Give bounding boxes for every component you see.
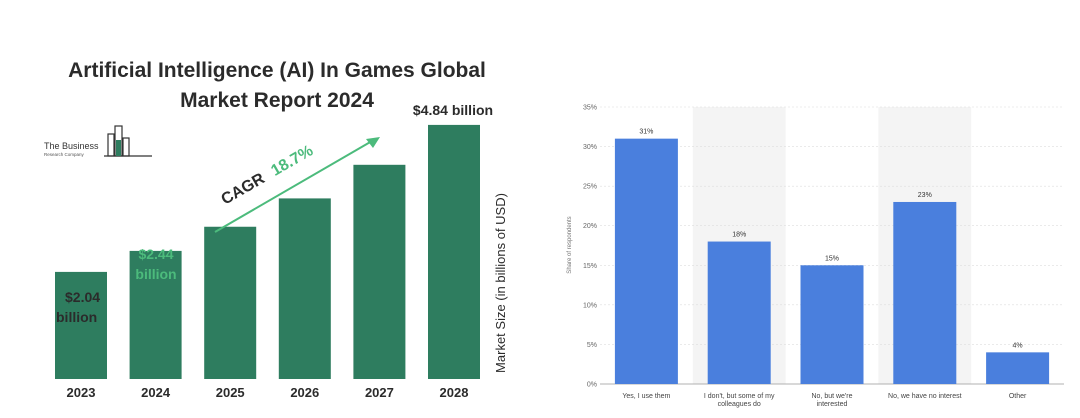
- value-label-2028: $4.84 billion: [413, 102, 493, 118]
- logo-accent-icon: [116, 140, 121, 156]
- bar-2024: [129, 250, 182, 379]
- category-label: Other: [1009, 393, 1027, 400]
- value-label-2023-line1: $2.04: [65, 289, 100, 305]
- right-category-labels: Yes, I use them I don't, but some of myco…: [622, 393, 1027, 408]
- logo-text-line1: The Business: [44, 141, 99, 151]
- ai-games-market-chart: Artificial Intelligence (AI) In Games Gl…: [44, 59, 508, 400]
- respondent-share-chart: 0% 5% 10% 15% 20% 25% 30% 35% 31% 18% 15% 23% 4% Ye…: [540, 0, 1080, 418]
- right-value-labels: 31% 18% 15% 23% 4%: [639, 129, 1022, 350]
- value-label-2024-line1: $2.44: [138, 246, 173, 262]
- respondent-bar: [614, 138, 678, 384]
- value-label: 4%: [1013, 342, 1023, 349]
- category-label-2024: 2024: [141, 385, 171, 400]
- bar-2023: [55, 271, 107, 379]
- y-tick-label: 5%: [587, 342, 597, 349]
- bar-2025: [204, 226, 257, 379]
- category-label-2027: 2027: [365, 385, 394, 400]
- cagr-prefix: CAGR: [219, 170, 269, 208]
- logo-buildings-icon: [104, 125, 152, 157]
- category-label: colleagues do: [718, 401, 761, 408]
- bar-2027: [353, 164, 406, 379]
- y-tick-label: 35%: [583, 105, 597, 112]
- left-bars: [55, 124, 480, 380]
- cagr-value: 18.7%: [268, 142, 316, 179]
- right-chart-svg: 0% 5% 10% 15% 20% 25% 30% 35% 31% 18% 15% 23% 4% Ye…: [567, 105, 1064, 408]
- right-bars: [614, 138, 1050, 384]
- respondent-bar: [893, 201, 957, 384]
- left-category-labels: 2023 2024 2025 2026 2027 2028: [67, 385, 469, 400]
- value-label: 18%: [732, 232, 746, 239]
- y-tick-label: 10%: [583, 302, 597, 309]
- left-chart-title-line2: Market Report 2024: [180, 89, 374, 112]
- category-label-2025: 2025: [216, 385, 245, 400]
- y-tick-label: 15%: [583, 263, 597, 270]
- y-tick-label: 20%: [583, 223, 597, 230]
- category-label: Yes, I use them: [622, 393, 670, 400]
- category-label: No, we have no interest: [888, 393, 962, 400]
- bar-2028: [428, 124, 480, 380]
- brand-logo: The Business Research Company: [44, 125, 152, 157]
- category-label-2026: 2026: [290, 385, 319, 400]
- y-tick-label: 25%: [583, 184, 597, 191]
- value-label-2024-line2: billion: [135, 266, 176, 282]
- left-y-axis-label: Market Size (in billions of USD): [493, 193, 508, 373]
- category-label: interested: [817, 401, 848, 408]
- respondent-bar: [707, 241, 771, 384]
- category-label: I don't, but some of my: [704, 393, 775, 400]
- right-y-ticks: 0% 5% 10% 15% 20% 25% 30% 35%: [583, 105, 597, 389]
- category-label-2023: 2023: [67, 385, 96, 400]
- y-tick-label: 30%: [583, 144, 597, 151]
- respondent-bar: [800, 265, 864, 384]
- value-label: 15%: [825, 255, 839, 262]
- cagr-arrowhead-icon: [366, 137, 380, 148]
- left-chart-title-line1: Artificial Intelligence (AI) In Games Gl…: [68, 59, 486, 82]
- category-label: No, but we're: [811, 393, 852, 400]
- bar-2026: [278, 198, 331, 379]
- y-tick-label: 0%: [587, 382, 597, 389]
- value-label: 31%: [639, 129, 653, 136]
- logo-text-line2: Research Company: [44, 152, 85, 157]
- respondent-bar: [986, 352, 1050, 384]
- category-label-2028: 2028: [440, 385, 469, 400]
- left-chart-svg: Artificial Intelligence (AI) In Games Gl…: [44, 59, 508, 400]
- value-label-2023-line2: billion: [56, 309, 97, 325]
- cagr-arrow: [214, 137, 380, 233]
- value-label: 23%: [918, 192, 932, 199]
- right-y-axis-label: Share of respondents: [567, 216, 573, 273]
